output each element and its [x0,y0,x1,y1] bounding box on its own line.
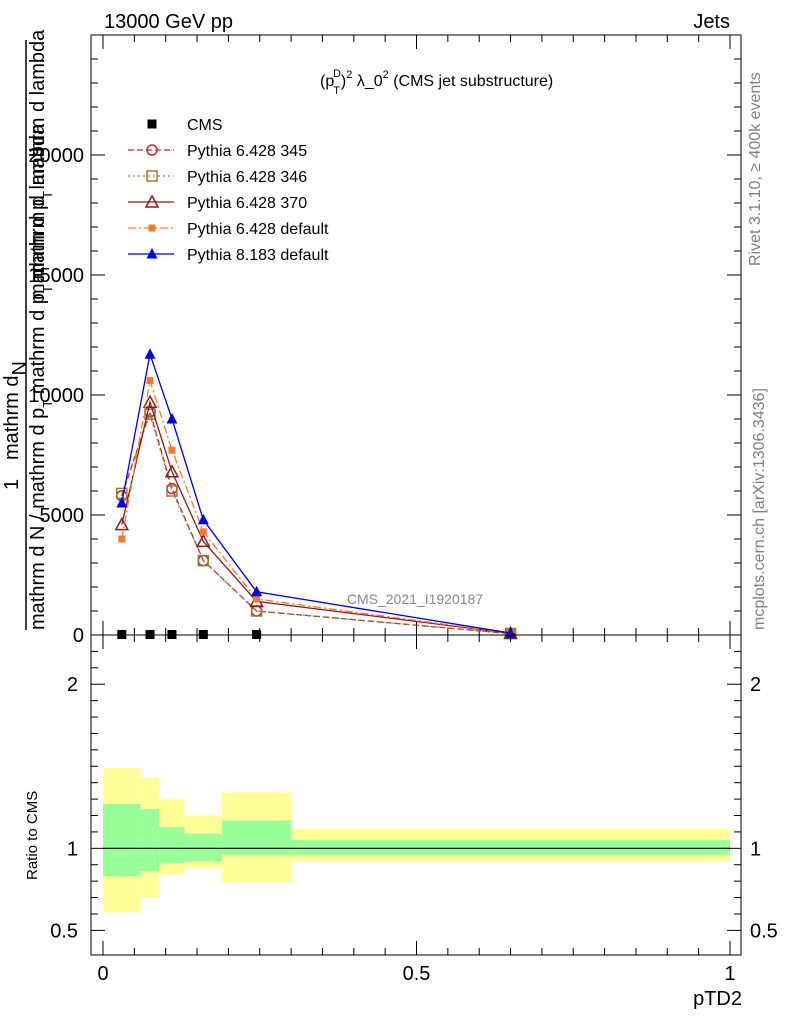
series-line [121,351,511,634]
series-line [121,412,511,635]
data-point [144,348,156,359]
data-point [144,408,156,420]
ratio-y-tick-label-right: 0.5 [750,920,778,942]
rivet-label: Rivet 3.1.10, ≥ 400k events [747,72,764,266]
legend-label: Pythia 6.428 370 [187,195,307,212]
x-tick-label: 0.5 [403,963,431,985]
legend-label: Pythia 6.428 346 [187,169,307,186]
data-point [166,413,178,424]
analysis-watermark: CMS_2021_I1920187 [347,591,483,607]
y-tick-label: 5000 [40,505,85,527]
ratio-band-inner [184,833,223,862]
y-label-denominator-top: mathrm d pT mathrm d lambda [27,29,55,300]
legend-item: Pythia 6.428 370 [128,194,307,212]
main-title: (pTD)2 λ_02 (CMS jet substructure) [320,68,553,97]
ratio-y-tick-label-right: 2 [750,674,761,696]
ratio-x-axis: 0 0.5 1 [97,635,736,985]
data-point [196,533,211,548]
data-point [118,535,126,543]
legend-item: CMS [147,117,223,134]
legend-item: Pythia 6.428 345 [128,143,307,160]
ratio-band-inner [222,820,292,855]
y-tick-label: 10000 [28,385,84,407]
mcplots-label: mcplots.cern.ch [arXiv:1306.3436] [751,388,768,630]
ratio-band-inner [103,804,141,877]
ratio-y-tick-label-right: 1 [750,838,761,860]
legend-label: Pythia 6.428 default [187,221,329,238]
data-point [166,485,178,497]
y-tick-label: 15000 [28,265,84,287]
data-point [199,528,207,536]
ratio-y-tick-label: 2 [67,674,78,696]
data-point [168,446,176,454]
data-point [114,517,130,531]
y-tick-label: 20000 [28,145,84,167]
data-point [164,464,180,478]
legend: CMS Pythia 6.428 345 Pythia 6.428 346 Pythi… [128,117,329,264]
legend-label: CMS [187,117,223,134]
legend-item: Pythia 6.428 346 [128,169,307,186]
legend-label: Pythia 8.183 default [187,247,329,264]
data-point [146,377,154,385]
x-axis-label: pTD2 [693,988,742,1010]
ratio-band-inner [140,808,160,872]
data-point [253,595,261,603]
ratio-y-tick-label: 1 [67,838,78,860]
legend-marker [147,119,157,129]
header-right: Jets [693,11,730,33]
legend-item: Pythia 8.183 default [128,247,329,264]
data-point [116,497,128,508]
data-point [142,394,158,408]
y-label-denominator-bottom: mathrm d N / mathrm d pT mathrm d pT mat… [27,123,55,630]
main-y-axis-label: 1 mathrm dN mathrm d pT mathrm d lambda … [1,29,55,630]
ratio-bands [103,767,730,913]
ratio-frame [90,634,742,956]
y-label-numerator-one: 1 [1,479,23,490]
data-point [197,554,210,567]
x-tick-label: 1 [724,963,735,985]
legend-marker [146,144,158,156]
ratio-y-tick-label: 0.5 [50,920,78,942]
legend-marker [144,194,160,208]
ratio-y-axis: 0.5 0.5 1 1 2 2 [50,650,778,942]
ratio-band-inner [159,827,185,864]
ratio-band-inner [291,840,730,855]
ratio-y-label: Ratio to CMS [24,791,41,880]
legend-marker [146,248,158,259]
main-y-axis: 0 5000 10000 15000 20000 [28,34,741,647]
legend-label: Pythia 6.428 345 [187,143,307,160]
main-panel: 0 5000 10000 15000 20000 (pTD)2 λ_02 (CMS je… [28,34,742,647]
series-line [121,380,511,634]
series-line [121,399,511,634]
data-point [251,585,263,597]
ratio-panel: 0.5 0.51 12 2 0 0.5 1 Ratio to CMS pTD2 [24,634,778,1010]
x-tick-label: 0 [97,963,108,985]
legend-marker [148,224,156,232]
data-point [197,513,209,525]
legend-item: Pythia 6.428 default [128,221,329,238]
header-left: 13000 GeV pp [104,11,233,33]
y-tick-label: 0 [73,625,84,647]
legend-marker [146,170,158,182]
